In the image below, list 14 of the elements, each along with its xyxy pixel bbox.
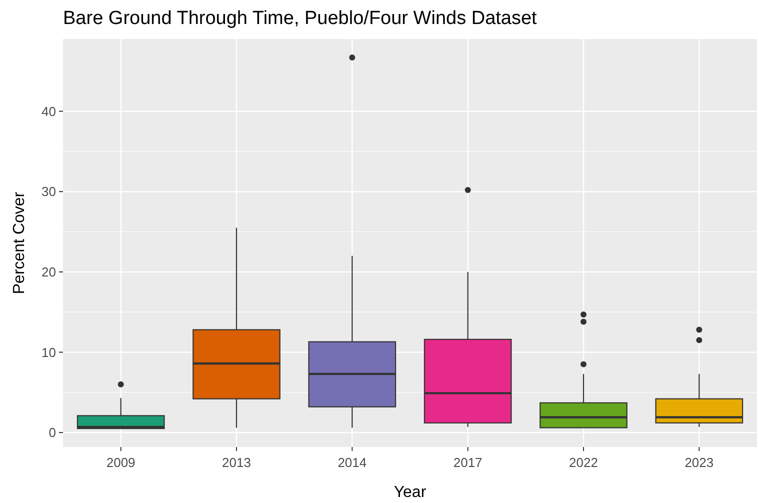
y-tick-label: 30 <box>42 184 56 200</box>
y-tick-label: 10 <box>42 344 56 360</box>
x-tick-label: 2009 <box>106 455 136 470</box>
y-tick-label: 20 <box>42 264 56 280</box>
x-tick-label: 2013 <box>222 455 251 470</box>
x-tick-label: 2023 <box>684 455 714 470</box>
y-tick-label: 0 <box>48 425 56 440</box>
y-axis-title: Percent Cover <box>11 191 28 294</box>
x-tick-label: 2022 <box>569 455 598 470</box>
y-tick-label: 40 <box>42 104 56 119</box>
x-tick-label: 2017 <box>453 455 482 470</box>
chart-title: Bare Ground Through Time, Pueblo/Four Winds Dataset <box>63 8 538 29</box>
x-tick-label: 2014 <box>338 455 367 470</box>
x-axis-title: Year <box>394 484 427 501</box>
